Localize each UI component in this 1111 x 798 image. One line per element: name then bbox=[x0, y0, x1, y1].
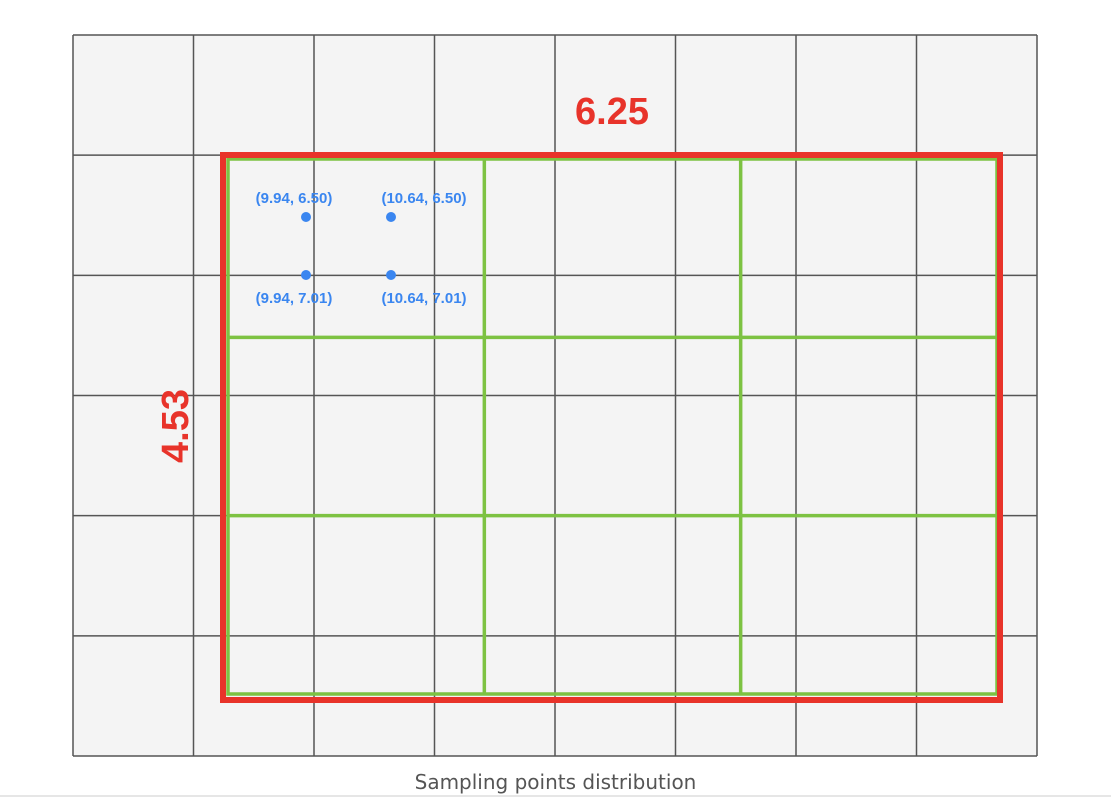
sample-point bbox=[386, 212, 396, 222]
point-label: (10.64, 6.50) bbox=[381, 190, 466, 207]
roi-width-label: 6.25 bbox=[575, 91, 649, 133]
point-label: (9.94, 6.50) bbox=[256, 190, 333, 207]
figure-caption: Sampling points distribution bbox=[414, 770, 697, 794]
sample-points bbox=[301, 212, 396, 280]
roi-height-label: 4.53 bbox=[155, 389, 197, 463]
divider bbox=[0, 795, 1111, 797]
sample-point bbox=[301, 212, 311, 222]
point-label: (9.94, 7.01) bbox=[256, 290, 333, 307]
roi-box bbox=[220, 152, 1003, 703]
sample-point bbox=[301, 270, 311, 280]
sample-point bbox=[386, 270, 396, 280]
point-label: (10.64, 7.01) bbox=[381, 290, 466, 307]
